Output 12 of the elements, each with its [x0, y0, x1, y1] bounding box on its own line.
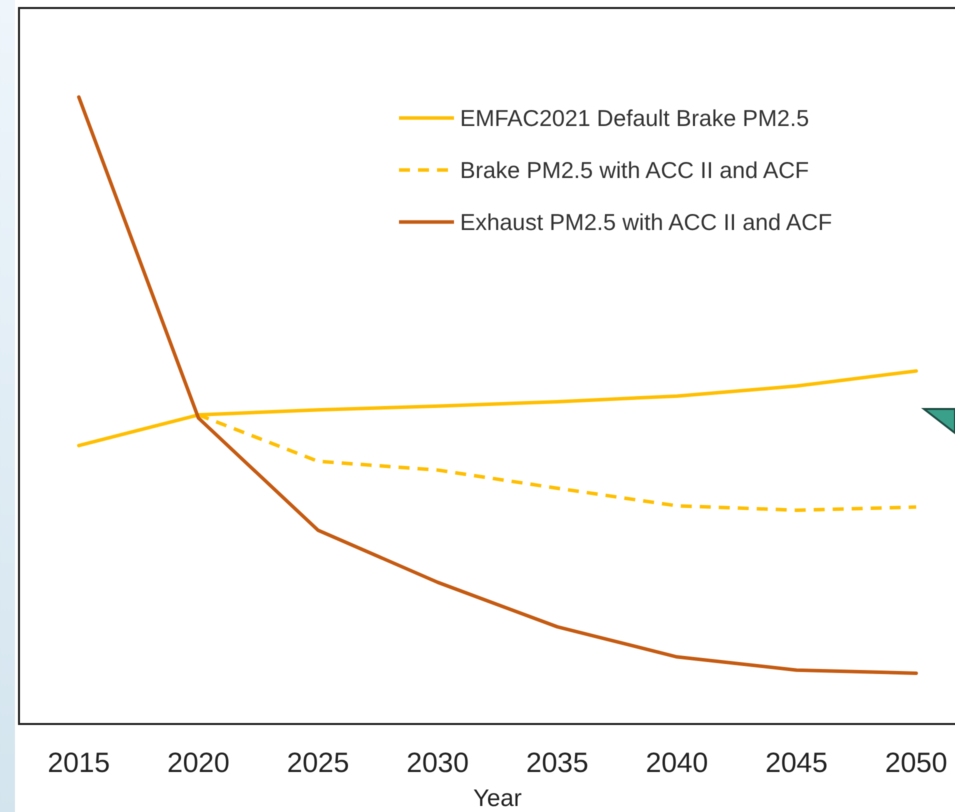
x-axis-title: Year — [473, 785, 522, 812]
x-tick-label: 2045 — [765, 747, 828, 778]
legend-label: Exhaust PM2.5 with ACC II and ACF — [460, 209, 832, 235]
x-tick-label: 2040 — [646, 747, 708, 778]
x-tick-label: 2030 — [406, 747, 469, 778]
x-tick-label: 2015 — [48, 747, 110, 778]
legend-label: Brake PM2.5 with ACC II and ACF — [460, 157, 809, 183]
x-tick-label: 2035 — [526, 747, 588, 778]
legend-label: EMFAC2021 Default Brake PM2.5 — [460, 105, 809, 131]
x-tick-label: 2050 — [885, 747, 948, 778]
x-tick-label: 2020 — [167, 747, 230, 778]
x-tick-label: 2025 — [286, 747, 350, 778]
